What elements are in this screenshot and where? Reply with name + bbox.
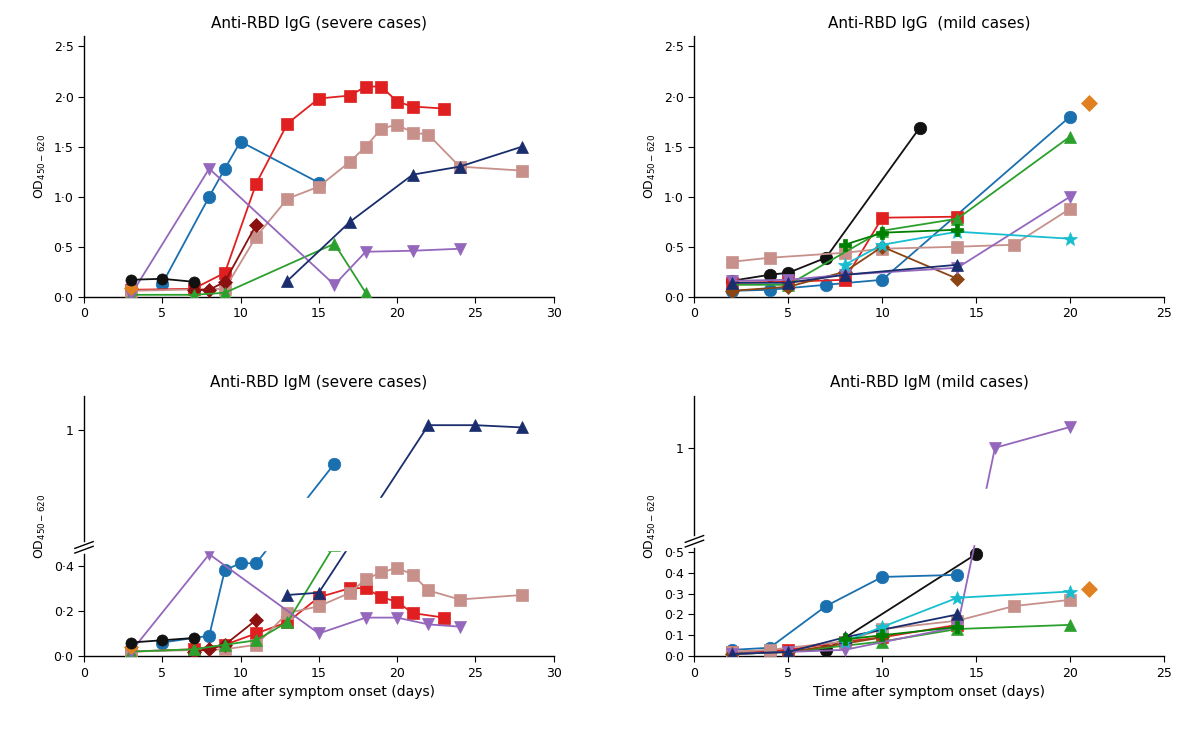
X-axis label: Time after symptom onset (days): Time after symptom onset (days): [814, 685, 1045, 699]
Y-axis label: OD$_{450-620}$: OD$_{450-620}$: [32, 494, 48, 558]
Y-axis label: OD$_{450-620}$: OD$_{450-620}$: [32, 134, 48, 199]
Title: Anti-RBD IgG (severe cases): Anti-RBD IgG (severe cases): [211, 16, 427, 31]
Title: Anti-RBD IgG  (mild cases): Anti-RBD IgG (mild cases): [828, 16, 1031, 31]
Title: Anti-RBD IgM (mild cases): Anti-RBD IgM (mild cases): [829, 375, 1028, 391]
Bar: [695, 489, 1164, 544]
Bar: [84, 498, 553, 550]
X-axis label: Time after symptom onset (days): Time after symptom onset (days): [203, 685, 434, 699]
Title: Anti-RBD IgM (severe cases): Anti-RBD IgM (severe cases): [210, 375, 427, 391]
Y-axis label: OD$_{450-620}$: OD$_{450-620}$: [643, 134, 659, 199]
Y-axis label: OD$_{450-620}$: OD$_{450-620}$: [643, 494, 659, 558]
